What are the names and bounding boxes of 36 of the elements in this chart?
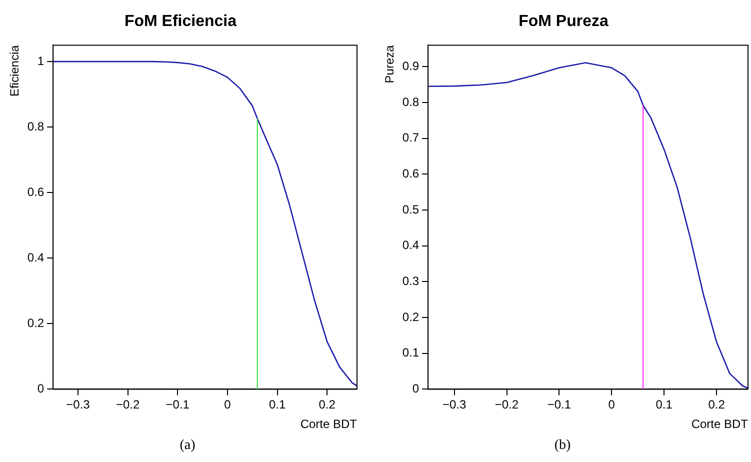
x-tick-label: −0.2 xyxy=(116,398,140,412)
x-tick-label: −0.1 xyxy=(166,398,190,412)
y-tick-label: 0.4 xyxy=(27,250,44,264)
x-axis-title: Corte BDT xyxy=(300,417,358,432)
x-tick-label: −0.1 xyxy=(547,398,572,412)
y-tick-label: 0.6 xyxy=(27,184,44,199)
x-tick-label: 0.2 xyxy=(318,398,336,412)
y-tick-label: 0 xyxy=(412,382,420,396)
y-axis-title: Pureza xyxy=(382,44,397,84)
y-tick-label: 0.3 xyxy=(402,274,420,288)
y-tick-label: 0 xyxy=(37,382,44,396)
y-tick-label: 0.1 xyxy=(402,346,420,360)
chart-title: FoM Pureza xyxy=(518,13,608,30)
x-axis-title: Corte BDT xyxy=(691,417,749,432)
y-tick-label: 1 xyxy=(37,54,44,68)
x-tick-label: −0.3 xyxy=(66,398,90,412)
text: (a) xyxy=(178,438,196,454)
x-tick-label: −0.2 xyxy=(494,398,519,412)
y-tick-label: 0.9 xyxy=(402,59,420,74)
chart-title: FoM Eficiencia xyxy=(124,13,237,30)
y-tick-label: 0.7 xyxy=(402,130,420,145)
y-tick-label: 0.2 xyxy=(27,316,44,330)
y-axis-title: Eficiencia xyxy=(8,44,22,97)
y-tick-label: 0.8 xyxy=(402,94,420,109)
x-tick-label: 0.2 xyxy=(708,398,726,412)
y-tick-label: 0.2 xyxy=(402,310,420,324)
y-tick-label: 0.8 xyxy=(27,119,44,134)
x-tick-label: 0.1 xyxy=(268,398,286,412)
y-tick-label: 0.6 xyxy=(402,166,420,181)
x-tick-label: 0.1 xyxy=(656,398,673,412)
x-tick-label: −0.3 xyxy=(442,398,466,412)
y-tick-label: 0.5 xyxy=(402,202,420,216)
text: (b) xyxy=(553,438,572,454)
x-tick-label: 0 xyxy=(224,398,232,412)
y-tick-label: 0.4 xyxy=(402,238,420,252)
x-tick-label: 0 xyxy=(608,398,616,412)
